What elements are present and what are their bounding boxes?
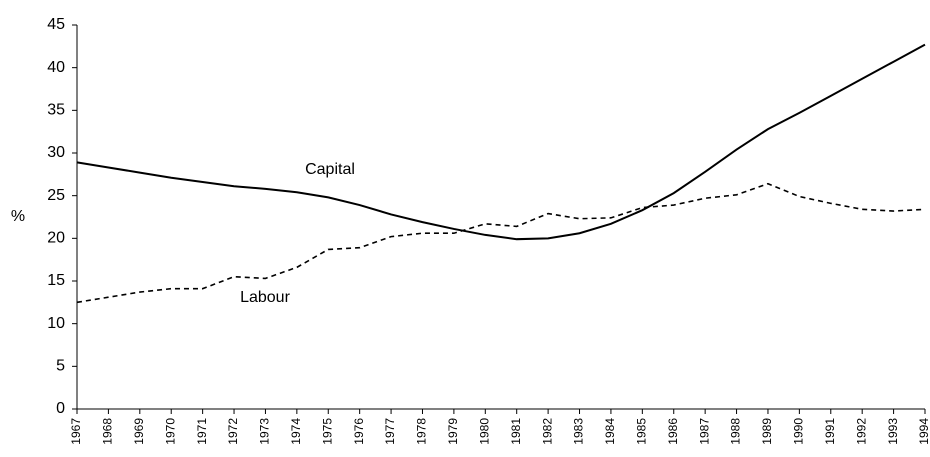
x-tick-label: 1994 (917, 418, 930, 445)
x-tick-label: 1984 (603, 418, 617, 445)
x-tick-label: 1993 (886, 418, 900, 445)
y-tick-label: 30 (47, 144, 65, 161)
y-tick-label: 35 (47, 102, 65, 119)
x-tick-label: 1991 (823, 418, 837, 445)
x-tick-label: 1974 (289, 418, 303, 445)
x-tick-label: 1972 (226, 418, 240, 445)
x-tick-label: 1990 (792, 418, 806, 445)
x-tick-label: 1982 (540, 418, 554, 445)
x-tick-label: 1977 (383, 418, 397, 445)
y-tick-label: 40 (47, 59, 65, 76)
series-line (76, 43, 926, 241)
y-tick-label: 20 (47, 230, 65, 247)
x-tick-label: 1968 (101, 418, 115, 445)
x-tick-label: 1980 (477, 418, 491, 445)
x-tick-label: 1983 (572, 418, 586, 445)
y-tick-label: 25 (47, 187, 65, 204)
y-tick-label: 15 (47, 272, 65, 289)
y-tick-label: 0 (56, 400, 65, 417)
y-tick-label: 10 (47, 315, 65, 332)
x-tick-label: 1967 (69, 418, 83, 445)
y-axis-label: % (11, 208, 25, 225)
x-tick-label: 1971 (195, 418, 209, 445)
series-line (76, 182, 926, 304)
x-tick-label: 1986 (666, 418, 680, 445)
x-tick-label: 1988 (729, 418, 743, 445)
x-tick-label: 1987 (697, 418, 711, 445)
x-tick-label: 1979 (446, 418, 460, 445)
y-tick-label: 45 (47, 16, 65, 33)
x-tick-label: 1969 (132, 418, 146, 445)
x-tick-label: 1992 (854, 418, 868, 445)
x-tick-label: 1975 (320, 418, 334, 445)
series-label: Capital (305, 161, 355, 178)
x-tick-label: 1976 (352, 418, 366, 445)
y-tick-label: 5 (56, 358, 65, 375)
x-tick-label: 1973 (258, 418, 272, 445)
x-tick-label: 1978 (415, 418, 429, 445)
x-tick-label: 1985 (635, 418, 649, 445)
x-tick-label: 1989 (760, 418, 774, 445)
x-tick-label: 1970 (163, 418, 177, 445)
series-label: Labour (240, 289, 290, 306)
x-tick-label: 1981 (509, 418, 523, 445)
